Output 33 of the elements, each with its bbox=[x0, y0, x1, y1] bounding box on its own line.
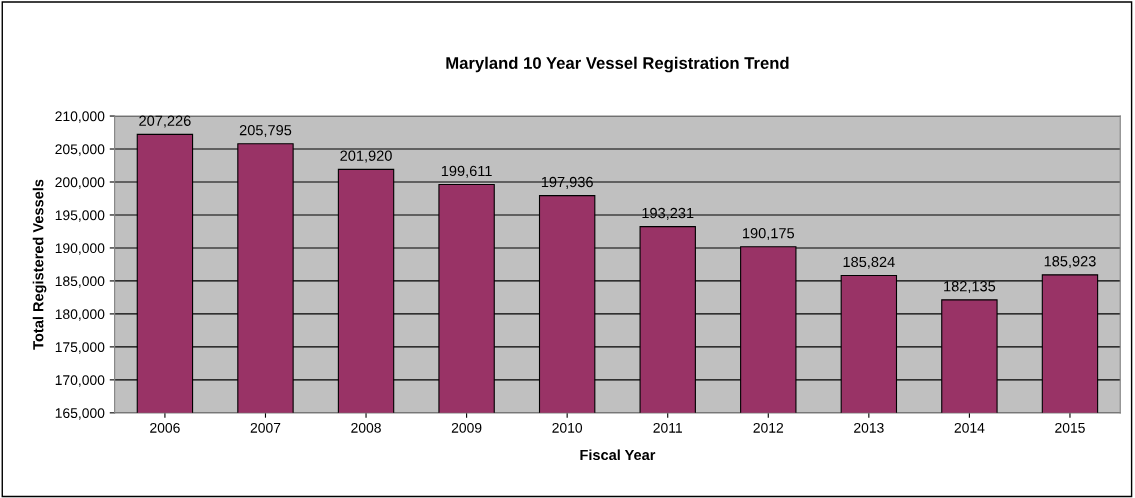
x-tick-label: 2011 bbox=[653, 422, 682, 433]
data-label: 197,936 bbox=[541, 176, 593, 189]
data-label: 190,175 bbox=[743, 228, 795, 241]
data-label: 182,135 bbox=[944, 281, 996, 294]
x-tick-label: 2014 bbox=[954, 422, 985, 433]
y-tick-label: 175,000 bbox=[55, 342, 105, 354]
y-axis-title: Total Registered Vessels bbox=[32, 179, 47, 350]
data-label: 207,226 bbox=[139, 115, 191, 128]
data-label: 201,920 bbox=[340, 150, 392, 163]
x-tick-label: 2008 bbox=[351, 422, 381, 433]
y-tick-label: 200,000 bbox=[55, 177, 105, 189]
x-tick-label: 2007 bbox=[250, 422, 281, 433]
data-label: 199,611 bbox=[441, 165, 492, 178]
chart-title: Maryland 10 Year Vessel Registration Trend bbox=[446, 56, 789, 73]
data-label: 185,923 bbox=[1044, 256, 1096, 269]
x-tick-label: 2009 bbox=[451, 422, 482, 433]
x-tick-label: 2012 bbox=[753, 422, 784, 433]
x-tick-label: 2015 bbox=[1055, 422, 1085, 433]
x-tick-label: 2013 bbox=[854, 422, 884, 433]
y-tick-label: 190,000 bbox=[55, 243, 105, 255]
x-axis-title: Fiscal Year bbox=[580, 449, 656, 461]
y-tick-label: 205,000 bbox=[55, 144, 105, 156]
y-tick-label: 165,000 bbox=[55, 408, 105, 420]
data-label: 193,231 bbox=[642, 207, 694, 220]
y-tick-label: 185,000 bbox=[55, 276, 105, 288]
y-tick-label: 210,000 bbox=[55, 111, 105, 123]
x-tick-label: 2010 bbox=[552, 422, 583, 433]
y-tick-label: 195,000 bbox=[55, 210, 105, 222]
x-tick-label: 2006 bbox=[150, 422, 180, 433]
data-label: 205,795 bbox=[239, 125, 292, 138]
data-label: 185,824 bbox=[843, 256, 895, 269]
y-tick-label: 180,000 bbox=[55, 309, 105, 321]
y-tick-label: 170,000 bbox=[55, 375, 105, 387]
